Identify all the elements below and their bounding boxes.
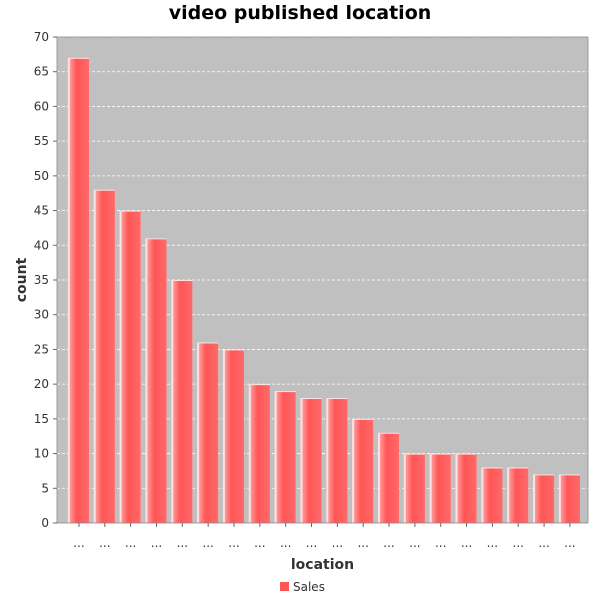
x-tick-label: ... — [564, 536, 575, 550]
y-axis-title: count — [14, 257, 30, 302]
bar — [93, 189, 115, 523]
y-tick-label: 0 — [41, 516, 49, 530]
y-tick-label: 10 — [34, 447, 49, 461]
x-tick-label: ... — [332, 536, 343, 550]
y-tick-label: 70 — [34, 30, 49, 44]
chart-title: video published location — [168, 2, 432, 24]
bar-fill — [147, 239, 167, 524]
x-tick-label: ... — [99, 536, 110, 550]
bar — [429, 453, 451, 523]
x-tick-label: ... — [228, 536, 239, 550]
x-tick-label: ... — [177, 536, 188, 550]
y-tick-label: 20 — [34, 377, 49, 391]
legend-label-sales: Sales — [293, 580, 325, 594]
bar — [558, 474, 580, 523]
bar-fill — [379, 433, 400, 523]
bar-fill — [121, 211, 141, 524]
axes: 0 5 10 15 20 25 30 35 40 45 50 55 60 65 70............… — [34, 30, 589, 550]
y-tick-label: 30 — [34, 308, 49, 322]
y-tick-label: 65 — [34, 65, 49, 79]
bar — [326, 398, 348, 523]
y-tick-label: 60 — [34, 99, 49, 113]
bars — [67, 57, 580, 524]
bar — [145, 238, 167, 524]
bar-fill — [457, 454, 477, 523]
x-tick-label: ... — [151, 536, 162, 550]
x-tick-label: ... — [513, 536, 524, 550]
y-tick-label: 25 — [34, 342, 49, 356]
bar-fill — [199, 343, 219, 523]
bar — [377, 432, 400, 523]
bar — [171, 280, 193, 523]
bar — [403, 453, 425, 523]
x-tick-label: ... — [383, 536, 394, 550]
bar-fill — [483, 468, 503, 523]
x-tick-label: ... — [73, 536, 84, 550]
y-tick-label: 50 — [34, 169, 49, 183]
bar — [481, 467, 503, 523]
bar — [455, 453, 477, 523]
x-tick-label: ... — [461, 536, 472, 550]
y-tick-label: 35 — [34, 273, 49, 287]
bar-fill — [431, 454, 451, 523]
y-tick-label: 45 — [34, 204, 49, 218]
x-tick-label: ... — [254, 536, 265, 550]
bar-fill — [276, 392, 296, 523]
bar-fill — [224, 350, 245, 523]
bar — [532, 474, 555, 523]
x-tick-label: ... — [435, 536, 446, 550]
bar-fill — [250, 385, 270, 523]
y-tick-label: 15 — [34, 412, 49, 426]
bar-fill — [534, 475, 555, 523]
bar — [197, 342, 219, 523]
bar-fill — [509, 468, 529, 523]
x-tick-label: ... — [125, 536, 136, 550]
x-tick-label: ... — [487, 536, 498, 550]
x-tick-label: ... — [306, 536, 317, 550]
x-tick-label: ... — [202, 536, 213, 550]
bar-fill — [69, 58, 90, 523]
x-tick-label: ... — [538, 536, 549, 550]
bar — [274, 391, 296, 523]
bar — [67, 57, 90, 523]
bar-fill — [560, 475, 580, 523]
bar — [119, 210, 141, 524]
x-tick-label: ... — [357, 536, 368, 550]
x-tick-label: ... — [409, 536, 420, 550]
x-tick-label: ... — [280, 536, 291, 550]
y-tick-label: 55 — [34, 134, 49, 148]
bar-fill — [173, 281, 193, 523]
legend: Sales — [280, 580, 325, 594]
bar — [300, 398, 322, 523]
bar — [248, 384, 270, 523]
legend-swatch — [280, 582, 289, 591]
bar-fill — [302, 399, 322, 523]
x-axis-title: location — [291, 557, 354, 573]
y-tick-label: 40 — [34, 238, 49, 252]
bar-fill — [95, 190, 115, 523]
bar-fill — [405, 454, 425, 523]
bar — [222, 349, 245, 523]
bar — [352, 418, 374, 523]
bar-fill — [354, 419, 374, 523]
bar-fill — [328, 399, 348, 523]
y-tick-label: 5 — [41, 481, 49, 495]
bar — [507, 467, 529, 523]
